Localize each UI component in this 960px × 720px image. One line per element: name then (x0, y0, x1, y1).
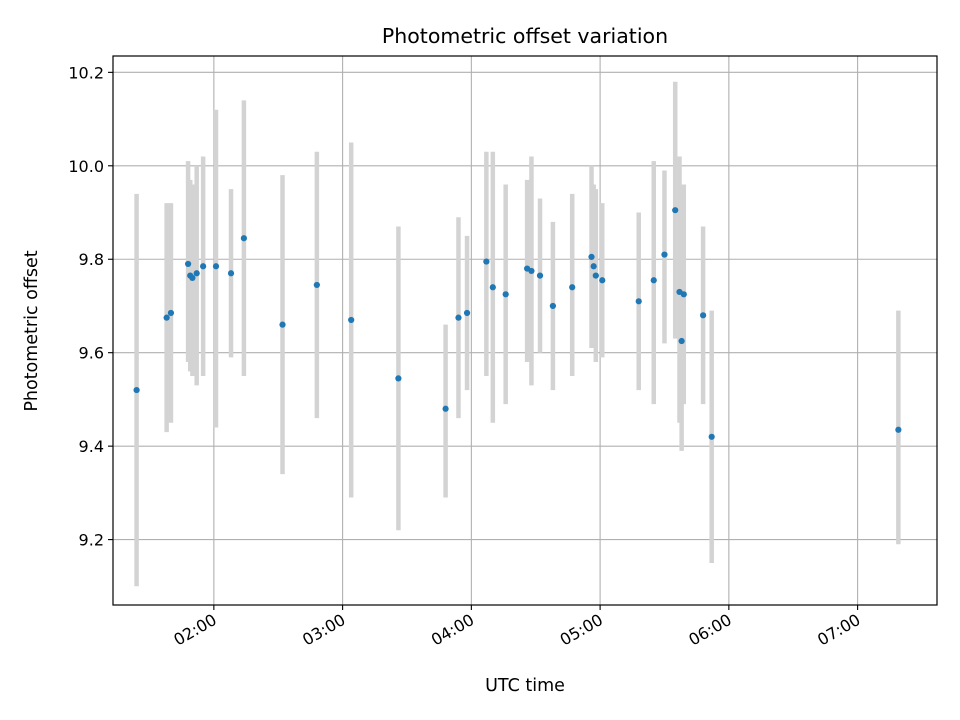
data-point (592, 272, 599, 279)
data-point (502, 291, 509, 298)
data-point (483, 258, 490, 265)
data-points (133, 207, 902, 440)
data-point (227, 270, 235, 277)
data-point (661, 251, 668, 258)
data-point (489, 284, 496, 291)
y-tick-label: 9.6 (79, 344, 104, 363)
data-point (549, 302, 556, 310)
data-point (455, 314, 462, 321)
data-point (279, 321, 286, 328)
data-point (463, 309, 471, 317)
data-point (395, 375, 402, 382)
data-point (678, 337, 685, 345)
data-point (348, 316, 355, 324)
x-axis-label: UTC time (485, 676, 565, 696)
data-point (672, 207, 679, 214)
data-point (569, 284, 576, 291)
data-point (536, 272, 544, 279)
data-point (189, 274, 196, 282)
data-point (599, 277, 606, 284)
y-tick-label: 9.4 (79, 437, 104, 456)
data-point (240, 235, 247, 242)
plot-frame (112, 55, 938, 606)
chart-title: Photometric offset variation (382, 24, 668, 48)
data-point (185, 260, 192, 268)
data-point (212, 263, 220, 270)
data-point (133, 386, 140, 394)
data-point (588, 253, 595, 261)
y-tick-label: 9.2 (79, 531, 104, 550)
data-point (442, 405, 449, 412)
y-axis-ticks: 9.2 9.4 9.6 9.8 10.0 10.2 (68, 63, 113, 550)
y-tick-label: 10.0 (68, 157, 104, 176)
y-tick-label: 9.8 (79, 250, 104, 269)
data-point (680, 291, 687, 298)
data-point (895, 426, 902, 433)
y-tick-label: 10.2 (68, 63, 104, 82)
data-point (650, 277, 657, 284)
data-point (528, 267, 535, 275)
data-point (167, 309, 175, 317)
data-point (590, 263, 597, 270)
y-axis-label: Photometric offset (22, 250, 42, 411)
data-point (163, 314, 170, 321)
data-point (700, 312, 707, 319)
data-point (193, 270, 200, 277)
data-point (708, 433, 715, 440)
data-point (200, 263, 207, 270)
data-point (635, 298, 642, 305)
data-point (313, 281, 320, 289)
